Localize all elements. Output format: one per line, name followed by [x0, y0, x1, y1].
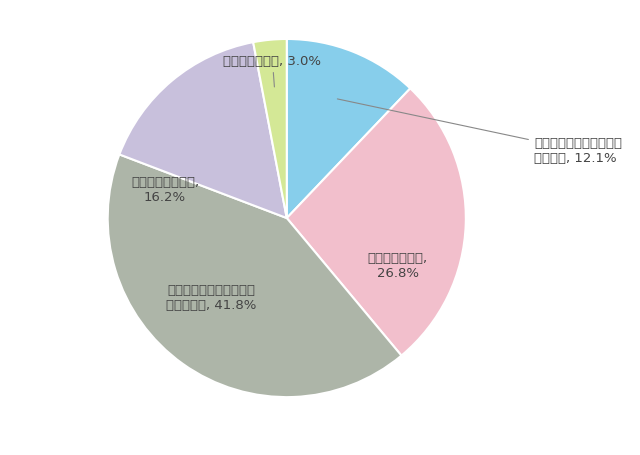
- Wedge shape: [287, 40, 410, 218]
- Text: どちらかというと不十分
だと感じる, 41.8%: どちらかというと不十分 だと感じる, 41.8%: [166, 283, 257, 311]
- Text: 不十分だと感じる,
16.2%: 不十分だと感じる, 16.2%: [131, 176, 199, 204]
- Wedge shape: [287, 89, 466, 356]
- Wedge shape: [108, 155, 401, 397]
- Text: 十分だと感じる, 3.0%: 十分だと感じる, 3.0%: [223, 55, 321, 88]
- Wedge shape: [253, 40, 287, 218]
- Text: どちらでもない,
26.8%: どちらでもない, 26.8%: [368, 251, 428, 279]
- Wedge shape: [120, 43, 287, 218]
- Text: どちらかというと十分だ
と感じる, 12.1%: どちらかというと十分だ と感じる, 12.1%: [337, 100, 622, 165]
